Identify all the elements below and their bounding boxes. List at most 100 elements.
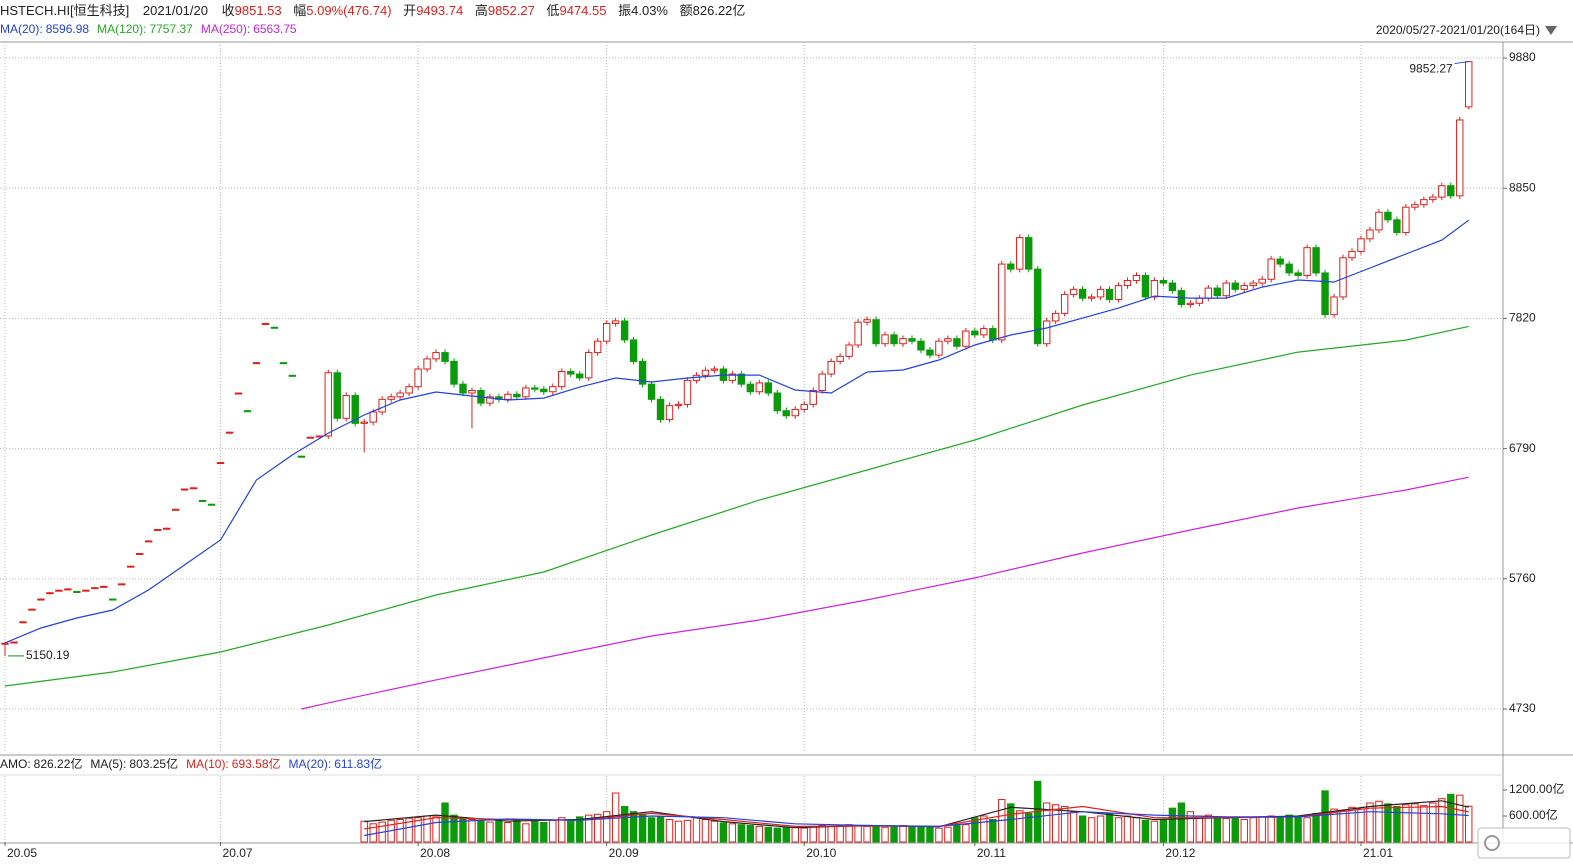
candle-body: [1114, 285, 1123, 300]
volume-bar: [1042, 802, 1051, 843]
ma-legend-name: MA(250):: [201, 22, 250, 36]
candle-body: [333, 372, 341, 419]
close-label: 收: [222, 3, 235, 18]
ma-legend-name: MA(20):: [0, 22, 43, 36]
volume-bar: [576, 816, 584, 843]
volume-bar: [980, 815, 988, 843]
candle-body: [522, 387, 530, 398]
candle-body: [1051, 312, 1060, 322]
range-dropdown-icon[interactable]: [1545, 26, 1557, 35]
candle-body: [153, 529, 162, 532]
volume-bar: [728, 823, 737, 843]
candle-body: [450, 360, 458, 385]
candle-body: [91, 587, 99, 590]
volume-bar: [1213, 817, 1221, 843]
candle-body: [324, 372, 332, 437]
candle-body: [1258, 278, 1266, 284]
volume-bar: [593, 813, 602, 843]
volume-bar: [1025, 812, 1033, 843]
volume-bar: [1240, 818, 1248, 843]
candle-body: [962, 330, 970, 347]
high-annotation: 9852.27: [1409, 62, 1453, 76]
candle-body: [755, 382, 764, 393]
volume-bar: [1114, 817, 1123, 843]
volume-bar: [1204, 814, 1213, 843]
candle-body: [207, 503, 216, 506]
candle-body: [180, 488, 189, 491]
volume-bar: [1375, 800, 1383, 843]
volume-bar: [486, 821, 494, 843]
candle-body: [162, 527, 171, 530]
volume-bar: [818, 825, 826, 843]
candle-body: [297, 455, 306, 458]
ma-legend: MA(20): 8596.98 MA(120): 7757.37 MA(250): 656…: [0, 22, 297, 36]
candle-body: [602, 322, 611, 342]
y-tick-label: 6790: [1509, 441, 1536, 455]
ma-legend-name: MA(120):: [97, 22, 146, 36]
candle-body: [288, 374, 297, 377]
volume-bar: [1285, 814, 1293, 843]
ma-line: [4, 325, 1469, 687]
symbol: HSTECH.HI[恒生科技]: [0, 3, 129, 18]
volume-bar: [701, 818, 710, 843]
candle-body: [647, 383, 656, 400]
volume-bar: [1159, 818, 1168, 843]
high-value: 9852.27: [488, 3, 535, 18]
x-tick-label: 20.10: [806, 846, 836, 860]
volume-bar: [540, 821, 548, 843]
volume-bar: [1384, 803, 1392, 843]
candle-body: [728, 373, 737, 381]
volume-bar: [1402, 804, 1410, 843]
candle-body: [64, 588, 72, 591]
volume-bar: [926, 825, 934, 843]
volume-bar: [1267, 815, 1275, 843]
candle-body: [423, 358, 431, 370]
date-range[interactable]: 2020/05/27-2021/01/20(164日): [1376, 23, 1540, 37]
candle-body: [414, 368, 422, 388]
volume-bar: [1186, 811, 1195, 843]
x-tick-label: 20.08: [420, 846, 450, 860]
candle-body: [1330, 296, 1338, 316]
volume-bar: [1231, 817, 1239, 843]
candle-body: [1042, 320, 1051, 345]
candle-body: [1096, 288, 1105, 298]
x-tick-label: 20.11: [977, 846, 1006, 860]
volume-bar: [1195, 815, 1204, 843]
candle-body: [1465, 61, 1473, 108]
candle-body: [1420, 199, 1428, 206]
candle-body: [387, 396, 395, 400]
volume-bar: [567, 818, 575, 843]
candle-body: [136, 553, 144, 556]
candle-body: [845, 344, 853, 357]
volume-bar: [1051, 804, 1060, 843]
candle-body: [279, 362, 288, 365]
volume-bar: [989, 818, 997, 843]
candle-body: [342, 395, 350, 419]
ma-legend-value: 7757.37: [149, 22, 193, 36]
candle-body: [1321, 272, 1329, 316]
candle-body: [737, 373, 746, 385]
candle-body: [1393, 219, 1401, 233]
candle-body: [800, 403, 808, 410]
volume-ma-legend-name: MA(20):: [289, 757, 332, 771]
candle-body: [836, 355, 844, 362]
volume-bar: [513, 819, 521, 843]
date: 2021/01/20: [143, 3, 208, 18]
watermark-logo: [1484, 835, 1500, 851]
candle-body: [459, 383, 467, 394]
candle-body: [1267, 258, 1275, 280]
volume-bar: [1249, 817, 1257, 843]
volume-bar: [558, 817, 566, 843]
volume-bar: [1357, 808, 1365, 843]
candle-body: [10, 641, 18, 644]
candle-body: [854, 321, 862, 346]
y-tick-label: 4730: [1509, 701, 1536, 715]
candle-body: [1402, 206, 1410, 233]
candle-body: [899, 338, 907, 345]
volume-bar: [629, 811, 638, 843]
high-pointer: [1454, 61, 1469, 65]
change-value: 5.09%(476.74): [306, 3, 391, 18]
volume-bar: [1348, 806, 1356, 843]
candle-body: [109, 598, 117, 601]
